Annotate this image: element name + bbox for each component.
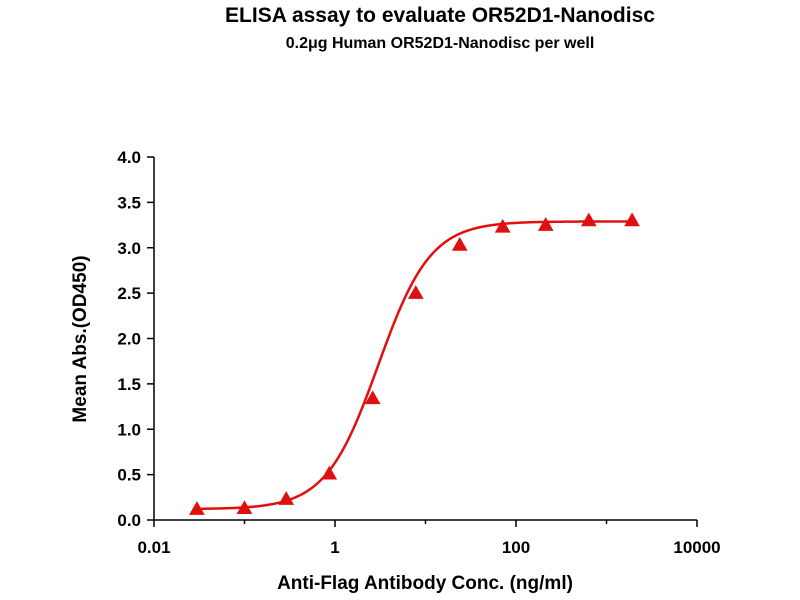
y-tick-label: 3.0: [117, 239, 141, 258]
data-point: [537, 217, 554, 231]
chart-title: ELISA assay to evaluate OR52D1-Nanodisc: [225, 4, 655, 27]
data-point: [451, 237, 468, 251]
data-point: [494, 218, 511, 233]
data-points: [189, 212, 640, 515]
y-ticks: 0.0 0.5 1.0 1.5 2.0 2.5 3.0 3.5 4.0: [117, 148, 154, 530]
data-point: [580, 212, 597, 227]
data-point: [278, 491, 295, 505]
y-tick-label: 0.5: [117, 466, 141, 485]
y-tick-label: 1.0: [117, 420, 141, 439]
y-tick-label: 2.5: [117, 284, 141, 303]
x-axis-label: Anti-Flag Antibody Conc. (ng/ml): [277, 573, 573, 594]
x-tick-label: 0.01: [137, 538, 170, 557]
x-tick-label: 100: [502, 538, 530, 557]
data-point: [236, 500, 253, 514]
y-tick-label: 0.0: [117, 511, 141, 530]
data-point: [189, 501, 205, 515]
x-tick-label: 10000: [673, 538, 720, 557]
chart-subtitle: 0.2μg Human OR52D1-Nanodisc per well: [286, 35, 595, 52]
y-tick-label: 3.5: [117, 193, 141, 212]
data-point: [364, 390, 381, 405]
data-point: [407, 285, 424, 299]
x-ticks: 0.01 1 100 10000: [137, 520, 721, 557]
fit-curve-line: [196, 220, 633, 511]
data-point: [624, 212, 640, 227]
y-tick-label: 1.5: [117, 375, 141, 394]
y-tick-label: 4.0: [117, 148, 141, 167]
axes: [153, 157, 697, 521]
data-point: [321, 465, 338, 480]
y-tick-label: 2.0: [117, 330, 141, 349]
y-axis-label: Mean Abs.(OD450): [70, 255, 91, 422]
x-tick-label: 1: [330, 538, 339, 557]
